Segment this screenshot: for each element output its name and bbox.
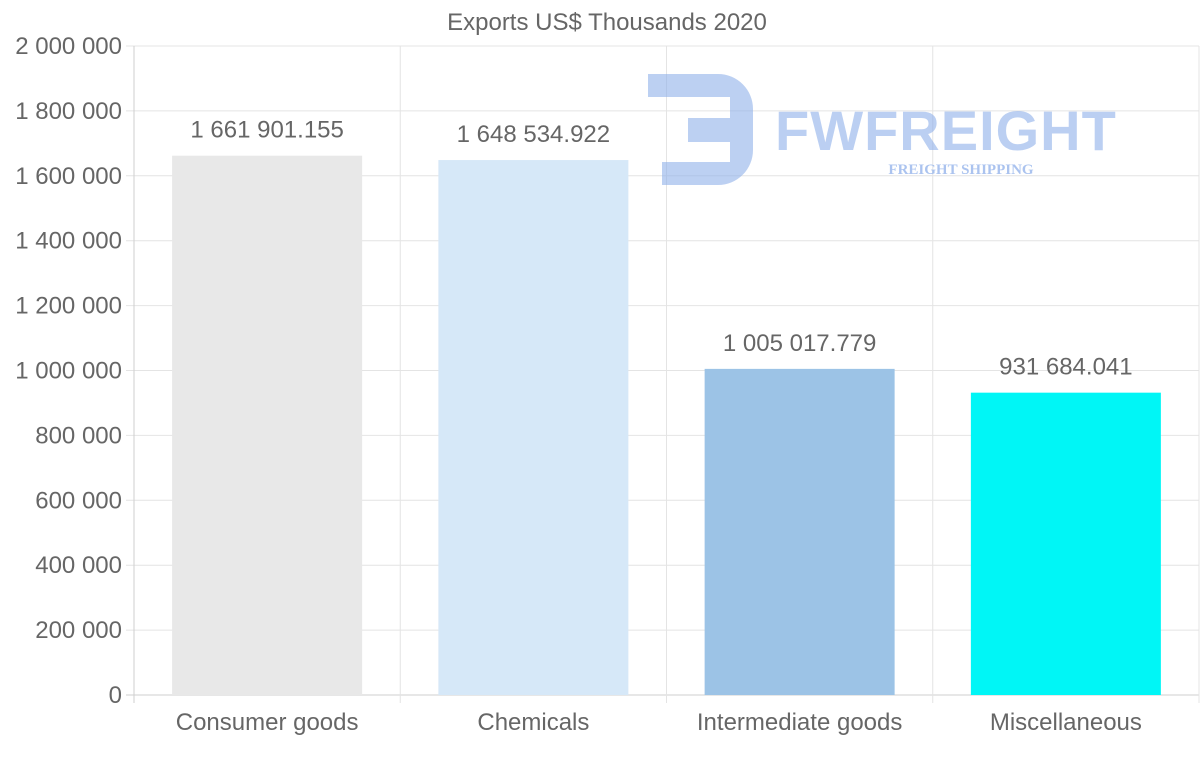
- watermark-tagline: FREIGHT SHIPPING: [888, 162, 1033, 178]
- chart-title: Exports US$ Thousands 2020: [447, 9, 767, 36]
- y-tick-label: 1 000 000: [15, 358, 122, 385]
- bar[interactable]: [970, 392, 1161, 695]
- bar-layer: [172, 155, 1161, 695]
- y-tick-label: 2 000 000: [15, 33, 122, 60]
- y-tick-label: 400 000: [35, 552, 122, 579]
- y-tick-label: 1 800 000: [15, 98, 122, 125]
- bar-value-label: 1 005 017.779: [723, 330, 876, 357]
- bar-value-label: 1 648 534.922: [457, 121, 610, 148]
- y-tick-label: 0: [109, 682, 122, 709]
- y-tick-label: 1 400 000: [15, 228, 122, 255]
- bar[interactable]: [438, 160, 629, 695]
- axis-layer: 0 200 000 400 000 600 000 800 000 1 000 000 1 …: [15, 33, 1142, 736]
- y-tick-label: 800 000: [35, 422, 122, 449]
- y-tick-label: 200 000: [35, 617, 122, 644]
- y-tick-label: 600 000: [35, 487, 122, 514]
- bar-value-label: 931 684.041: [999, 354, 1132, 381]
- y-tick-label: 1 200 000: [15, 293, 122, 320]
- bar[interactable]: [172, 155, 363, 695]
- x-tick-label: Consumer goods: [176, 709, 359, 736]
- bar[interactable]: [704, 368, 895, 695]
- watermark-logo: FWFREIGHT FREIGHT SHIPPING: [648, 74, 1117, 185]
- label-layer: 1 661 901.155 1 648 534.922 1 005 017.779 9…: [190, 117, 1132, 381]
- y-tick-label: 1 600 000: [15, 163, 122, 190]
- x-tick-label: Intermediate goods: [697, 709, 902, 736]
- x-tick-label: Chemicals: [477, 709, 589, 736]
- x-tick-label: Miscellaneous: [990, 709, 1142, 736]
- watermark-brand: FWFREIGHT: [775, 99, 1117, 162]
- watermark-logo-icon: [648, 74, 753, 185]
- bar-value-label: 1 661 901.155: [190, 117, 343, 144]
